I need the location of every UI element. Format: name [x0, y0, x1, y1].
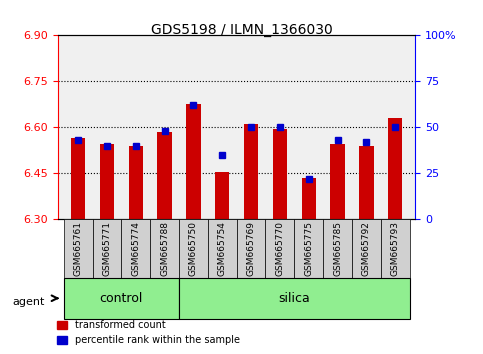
Text: control: control: [99, 292, 143, 305]
Bar: [352, 219, 381, 278]
Bar: [186, 104, 200, 219]
Text: GSM665785: GSM665785: [333, 221, 342, 276]
Text: GDS5198 / ILMN_1366030: GDS5198 / ILMN_1366030: [151, 23, 332, 37]
Text: silica: silica: [278, 292, 310, 305]
Bar: [237, 219, 266, 278]
Text: GSM665771: GSM665771: [102, 221, 112, 276]
Bar: [294, 219, 323, 278]
Bar: [128, 146, 143, 219]
Text: GSM665792: GSM665792: [362, 221, 371, 276]
Bar: [388, 118, 402, 219]
Bar: [273, 129, 287, 219]
Bar: [215, 172, 229, 219]
Text: GSM665770: GSM665770: [275, 221, 284, 276]
Bar: [150, 219, 179, 278]
Bar: [359, 146, 373, 219]
Bar: [208, 219, 237, 278]
Bar: [157, 132, 172, 219]
Bar: [93, 219, 121, 278]
Bar: [179, 278, 410, 319]
Bar: [330, 144, 345, 219]
Text: GSM665774: GSM665774: [131, 221, 140, 276]
Bar: [64, 278, 179, 319]
Text: GSM665775: GSM665775: [304, 221, 313, 276]
Text: GSM665788: GSM665788: [160, 221, 169, 276]
Text: agent: agent: [12, 297, 44, 307]
Text: GSM665761: GSM665761: [73, 221, 83, 276]
Text: GSM665769: GSM665769: [247, 221, 256, 276]
Legend: transformed count, percentile rank within the sample: transformed count, percentile rank withi…: [53, 316, 243, 349]
Text: GSM665754: GSM665754: [218, 221, 227, 276]
Bar: [71, 138, 85, 219]
Bar: [179, 219, 208, 278]
Text: GSM665750: GSM665750: [189, 221, 198, 276]
Text: GSM665793: GSM665793: [391, 221, 400, 276]
Bar: [121, 219, 150, 278]
Bar: [100, 144, 114, 219]
Bar: [381, 219, 410, 278]
Bar: [301, 178, 316, 219]
Bar: [266, 219, 294, 278]
Bar: [64, 219, 93, 278]
Bar: [323, 219, 352, 278]
Bar: [244, 124, 258, 219]
